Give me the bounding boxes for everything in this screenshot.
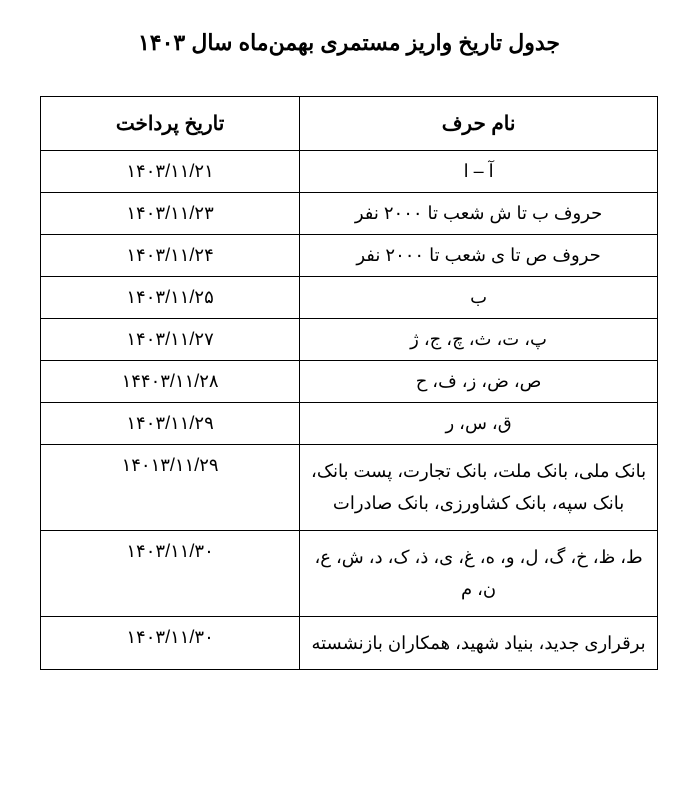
cell-date: ۱۴۰۳/۱۱/۲۴ — [41, 235, 300, 277]
table-row: ب ۱۴۰۳/۱۱/۲۵ — [41, 277, 658, 319]
page-container: جدول تاریخ واریز مستمری بهمن‌ماه سال ۱۴۰… — [0, 0, 698, 700]
table-header-row: نام حرف تاریخ پرداخت — [41, 97, 658, 151]
table-row: آ – ا ۱۴۰۳/۱۱/۲۱ — [41, 151, 658, 193]
table-row: برقراری جدید، بنیاد شهید، همکاران بازنشس… — [41, 616, 658, 669]
cell-date: ۱۴۰۱۳/۱۱/۲۹ — [41, 445, 300, 531]
page-title: جدول تاریخ واریز مستمری بهمن‌ماه سال ۱۴۰… — [40, 30, 658, 56]
table-row: پ، ت، ث، چ، ج، ژ ۱۴۰۳/۱۱/۲۷ — [41, 319, 658, 361]
table-row: حروف ب تا ش شعب تا ۲۰۰۰ نفر ۱۴۰۳/۱۱/۲۳ — [41, 193, 658, 235]
cell-letter: ط، ظ، خ، گ، ل، و، ه، غ، ی، ذ، ک، د، ش، ع… — [300, 530, 658, 616]
payment-schedule-table: نام حرف تاریخ پرداخت آ – ا ۱۴۰۳/۱۱/۲۱ حر… — [40, 96, 658, 670]
cell-letter: حروف ص تا ی شعب تا ۲۰۰۰ نفر — [300, 235, 658, 277]
cell-letter: حروف ب تا ش شعب تا ۲۰۰۰ نفر — [300, 193, 658, 235]
cell-letter: بانک ملی، بانک ملت، بانک تجارت، پست بانک… — [300, 445, 658, 531]
table-row: ق، س، ر ۱۴۰۳/۱۱/۲۹ — [41, 403, 658, 445]
cell-letter: آ – ا — [300, 151, 658, 193]
cell-date: ۱۴۰۳/۱۱/۲۳ — [41, 193, 300, 235]
cell-letter: ص، ض، ز، ف، ح — [300, 361, 658, 403]
column-header-date: تاریخ پرداخت — [41, 97, 300, 151]
column-header-letter: نام حرف — [300, 97, 658, 151]
table-row: حروف ص تا ی شعب تا ۲۰۰۰ نفر ۱۴۰۳/۱۱/۲۴ — [41, 235, 658, 277]
cell-letter: برقراری جدید، بنیاد شهید، همکاران بازنشس… — [300, 616, 658, 669]
cell-date: ۱۴۰۳/۱۱/۳۰ — [41, 616, 300, 669]
cell-date: ۱۴۰۳/۱۱/۳۰ — [41, 530, 300, 616]
table-row: ط، ظ، خ، گ، ل، و، ه، غ، ی، ذ، ک، د، ش، ع… — [41, 530, 658, 616]
cell-letter: ق، س، ر — [300, 403, 658, 445]
cell-date: ۱۴۰۳/۱۱/۲۱ — [41, 151, 300, 193]
cell-date: ۱۴۰۳/۱۱/۲۹ — [41, 403, 300, 445]
cell-letter: ب — [300, 277, 658, 319]
cell-letter: پ، ت، ث، چ، ج، ژ — [300, 319, 658, 361]
table-body: آ – ا ۱۴۰۳/۱۱/۲۱ حروف ب تا ش شعب تا ۲۰۰۰… — [41, 151, 658, 670]
cell-date: ۱۴۰۳/۱۱/۲۵ — [41, 277, 300, 319]
cell-date: ۱۴۴۰۳/۱۱/۲۸ — [41, 361, 300, 403]
table-row: ص، ض، ز، ف، ح ۱۴۴۰۳/۱۱/۲۸ — [41, 361, 658, 403]
table-row: بانک ملی، بانک ملت، بانک تجارت، پست بانک… — [41, 445, 658, 531]
cell-date: ۱۴۰۳/۱۱/۲۷ — [41, 319, 300, 361]
